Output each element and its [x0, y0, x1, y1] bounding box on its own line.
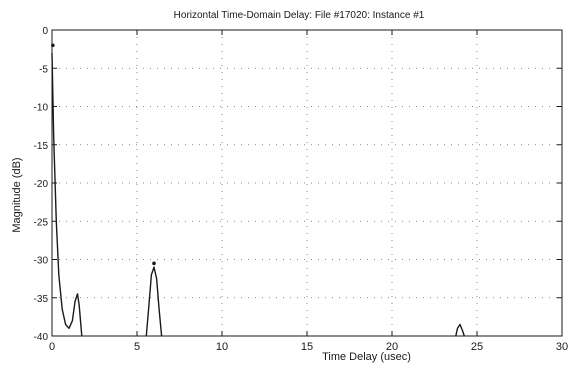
ticks: 0 5 10 15 20 25 30 0 -5 -10 -15 -20 -25 -30 -35 -40	[34, 26, 569, 353]
y-tick-label: -30	[34, 256, 49, 267]
x-tick-label: 15	[301, 341, 313, 353]
y-tick-label: -40	[34, 332, 49, 343]
y-tick-label: -25	[34, 217, 49, 228]
grid-lines	[52, 30, 562, 336]
x-tick-label: 20	[386, 341, 398, 353]
y-tick-label: 0	[42, 26, 48, 37]
y-axis-label: Magnitude (dB)	[11, 157, 23, 232]
x-tick-label: 5	[134, 341, 140, 353]
y-tick-label: -15	[34, 141, 49, 152]
y-tick-label: -20	[34, 179, 49, 190]
x-axis-label: Time Delay (usec)	[322, 351, 411, 363]
plot-frame	[51, 29, 563, 337]
x-tick-label: 0	[49, 341, 55, 353]
x-tick-label: 10	[216, 341, 228, 353]
y-tick-label: -10	[34, 103, 49, 114]
x-tick-label: 25	[471, 341, 483, 353]
y-tick-label: -35	[34, 294, 49, 305]
series-layer	[51, 43, 465, 337]
series-line-segment	[455, 323, 465, 337]
series-line-segment	[51, 52, 83, 337]
x-tick-label: 30	[556, 341, 568, 353]
data-marker	[152, 261, 156, 266]
chart-title: Horizontal Time-Domain Delay: File #1702…	[174, 10, 425, 21]
series-line-segment	[145, 266, 163, 337]
y-tick-label: -5	[39, 64, 48, 75]
